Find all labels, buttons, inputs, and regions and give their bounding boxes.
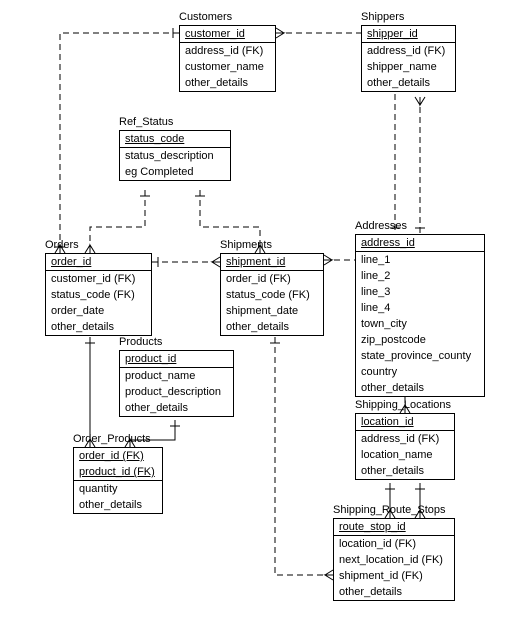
shippers-title: Shippers — [361, 11, 404, 23]
customers-entity: customer_idaddress_id (FK)customer_nameo… — [179, 25, 276, 92]
shipping_route_stops-attr: next_location_id (FK) — [334, 552, 454, 568]
shippers-attr: other_details — [362, 75, 455, 91]
customers-attr: other_details — [180, 75, 275, 91]
order_products-pk: order_id (FK) — [74, 448, 162, 464]
customers-attr: address_id (FK) — [180, 43, 275, 59]
addresses-attr: line_2 — [356, 268, 484, 284]
ref_status-entity: status_codestatus_descriptioneg Complete… — [119, 130, 231, 181]
orders-pk: order_id — [46, 254, 151, 270]
order_products-title: Order_Products — [73, 433, 151, 445]
order_products-entity: order_id (FK)product_id (FK)quantityothe… — [73, 447, 163, 514]
addresses-attr: other_details — [356, 380, 484, 396]
shipping_route_stops-attr: shipment_id (FK) — [334, 568, 454, 584]
addresses-attr: line_3 — [356, 284, 484, 300]
shipments-attr: other_details — [221, 319, 323, 335]
products-entity: product_idproduct_nameproduct_descriptio… — [119, 350, 234, 417]
orders-attr: order_date — [46, 303, 151, 319]
products-title: Products — [119, 336, 162, 348]
shippers-attr: shipper_name — [362, 59, 455, 75]
shipping_locations-attr: address_id (FK) — [356, 431, 454, 447]
order_products-pk: product_id (FK) — [74, 464, 162, 480]
shipments-attr: order_id (FK) — [221, 271, 323, 287]
shipments-attr: status_code (FK) — [221, 287, 323, 303]
ref_status-attr: eg Completed — [120, 164, 230, 180]
addresses-attr: town_city — [356, 316, 484, 332]
shipping_route_stops-title: Shipping_Route_Stops — [333, 504, 446, 516]
shipments-attr: shipment_date — [221, 303, 323, 319]
products-attr: product_name — [120, 368, 233, 384]
addresses-attr: state_province_county — [356, 348, 484, 364]
shipping_locations-entity: location_idaddress_id (FK)location_nameo… — [355, 413, 455, 480]
shipping_route_stops-attr: other_details — [334, 584, 454, 600]
shipping_locations-attr: other_details — [356, 463, 454, 479]
shipments-title: Shipments — [220, 239, 272, 251]
ref_status-title: Ref_Status — [119, 116, 173, 128]
customers-pk: customer_id — [180, 26, 275, 42]
shipping_route_stops-attr: location_id (FK) — [334, 536, 454, 552]
products-pk: product_id — [120, 351, 233, 367]
orders-attr: other_details — [46, 319, 151, 335]
shipments-pk: shipment_id — [221, 254, 323, 270]
ref_status-pk: status_code — [120, 131, 230, 147]
customers-title: Customers — [179, 11, 232, 23]
shipments-entity: shipment_idorder_id (FK)status_code (FK)… — [220, 253, 324, 336]
products-attr: product_description — [120, 384, 233, 400]
shipping_route_stops-pk: route_stop_id — [334, 519, 454, 535]
addresses-entity: address_idline_1line_2line_3line_4town_c… — [355, 234, 485, 397]
products-attr: other_details — [120, 400, 233, 416]
addresses-attr: line_1 — [356, 252, 484, 268]
shippers-entity: shipper_idaddress_id (FK)shipper_nameoth… — [361, 25, 456, 92]
order_products-attr: other_details — [74, 497, 162, 513]
addresses-attr: zip_postcode — [356, 332, 484, 348]
ref_status-attr: status_description — [120, 148, 230, 164]
customers-attr: customer_name — [180, 59, 275, 75]
addresses-title: Addresses — [355, 220, 407, 232]
orders-entity: order_idcustomer_id (FK)status_code (FK)… — [45, 253, 152, 336]
shippers-attr: address_id (FK) — [362, 43, 455, 59]
orders-attr: customer_id (FK) — [46, 271, 151, 287]
shipping_locations-title: Shipping_Locations — [355, 399, 451, 411]
orders-attr: status_code (FK) — [46, 287, 151, 303]
shippers-pk: shipper_id — [362, 26, 455, 42]
shipping_locations-attr: location_name — [356, 447, 454, 463]
shipping_locations-pk: location_id — [356, 414, 454, 430]
order_products-attr: quantity — [74, 481, 162, 497]
orders-title: Orders — [45, 239, 79, 251]
addresses-pk: address_id — [356, 235, 484, 251]
addresses-attr: line_4 — [356, 300, 484, 316]
addresses-attr: country — [356, 364, 484, 380]
shipping_route_stops-entity: route_stop_idlocation_id (FK)next_locati… — [333, 518, 455, 601]
